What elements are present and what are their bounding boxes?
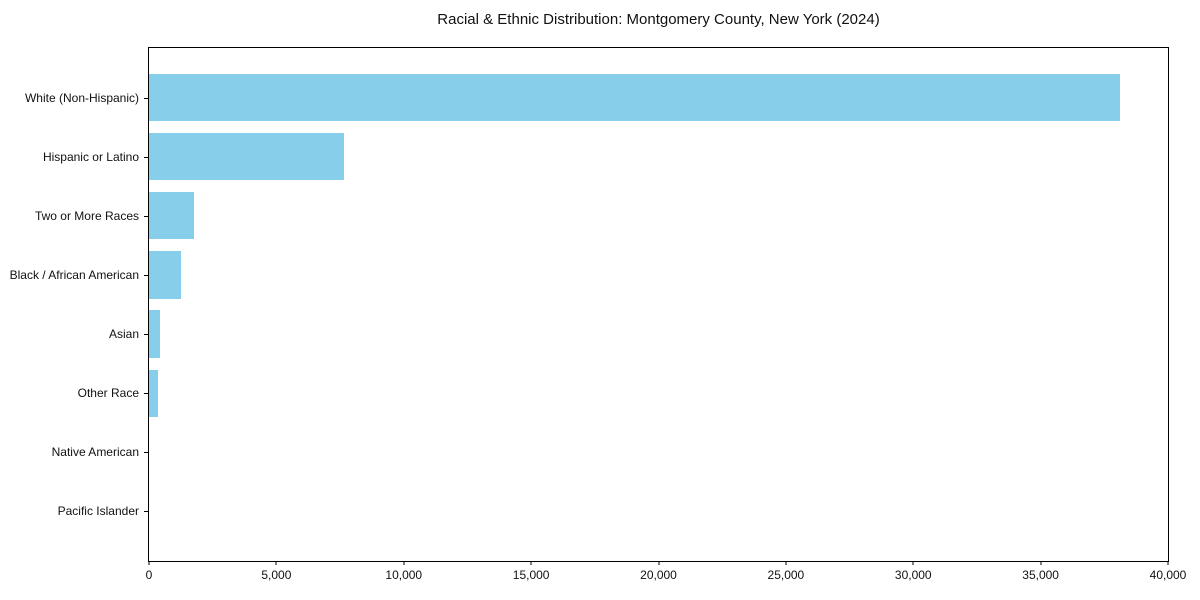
x-axis-tick [912,561,914,565]
y-axis-label: Asian [108,327,139,342]
bar-row: White (Non-Hispanic) [25,68,1168,127]
y-axis-tick [144,274,148,276]
x-axis-tick [1167,561,1169,565]
y-axis-label: Native American [51,445,139,460]
bar-row: Native American [52,423,1168,482]
bar [149,310,161,358]
bar [149,251,181,299]
x-axis-tick [1040,561,1042,565]
bar-row: Other Race [78,364,1168,423]
x-axis-tick-label: 10,000 [385,568,423,582]
y-axis-tick [144,452,148,454]
y-axis-label: Other Race [77,386,139,401]
y-axis-tick [144,215,148,217]
y-axis-tick [144,97,148,99]
y-axis-tick [144,511,148,513]
bars-area: White (Non-Hispanic) Hispanic or Latino Tw… [10,48,1168,561]
x-axis-tick [275,561,277,565]
y-axis-label: Two or More Races [34,208,139,223]
x-axis-tick-label: 20,000 [640,568,677,582]
x-axis-tick-label: 0 [145,568,153,582]
chart-title: Racial & Ethnic Distribution: Montgomery… [437,11,880,28]
x-axis-tick-label: 5,000 [261,568,292,582]
y-axis-tick [144,393,148,395]
bar [149,133,344,181]
x-axis-tick-label: 30,000 [894,568,932,582]
plot-area: White (Non-Hispanic) Hispanic or Latino Tw… [10,47,1186,582]
x-axis-tick [148,561,150,565]
bar-row: Two or More Races [35,186,1168,245]
y-axis-label: White (Non-Hispanic) [24,90,139,105]
y-axis-tick [144,156,148,158]
bar-row: Black / African American [10,245,1168,304]
x-axis-tick-label: 15,000 [512,568,550,582]
bar-row: Hispanic or Latino [43,127,1168,186]
y-axis-tick [144,334,148,336]
y-axis-label: Black / African American [9,267,139,282]
bar [149,73,1120,122]
x-axis-tick [403,561,405,565]
x-axis-tick [658,561,659,565]
x-axis-tick-label: 25,000 [767,568,805,582]
bar-row: Asian [109,305,1168,364]
x-axis-tick [530,561,532,565]
x-axis-tick [785,561,787,565]
bar [149,369,158,417]
bar [149,192,194,240]
y-axis-label: Pacific Islander [57,504,139,519]
x-axis-tick-label: 35,000 [1022,568,1059,582]
y-axis-label: Hispanic or Latino [42,149,139,164]
bar-row: Pacific Islander [58,482,1168,541]
x-axis-tick-label: 40,000 [1149,568,1187,582]
